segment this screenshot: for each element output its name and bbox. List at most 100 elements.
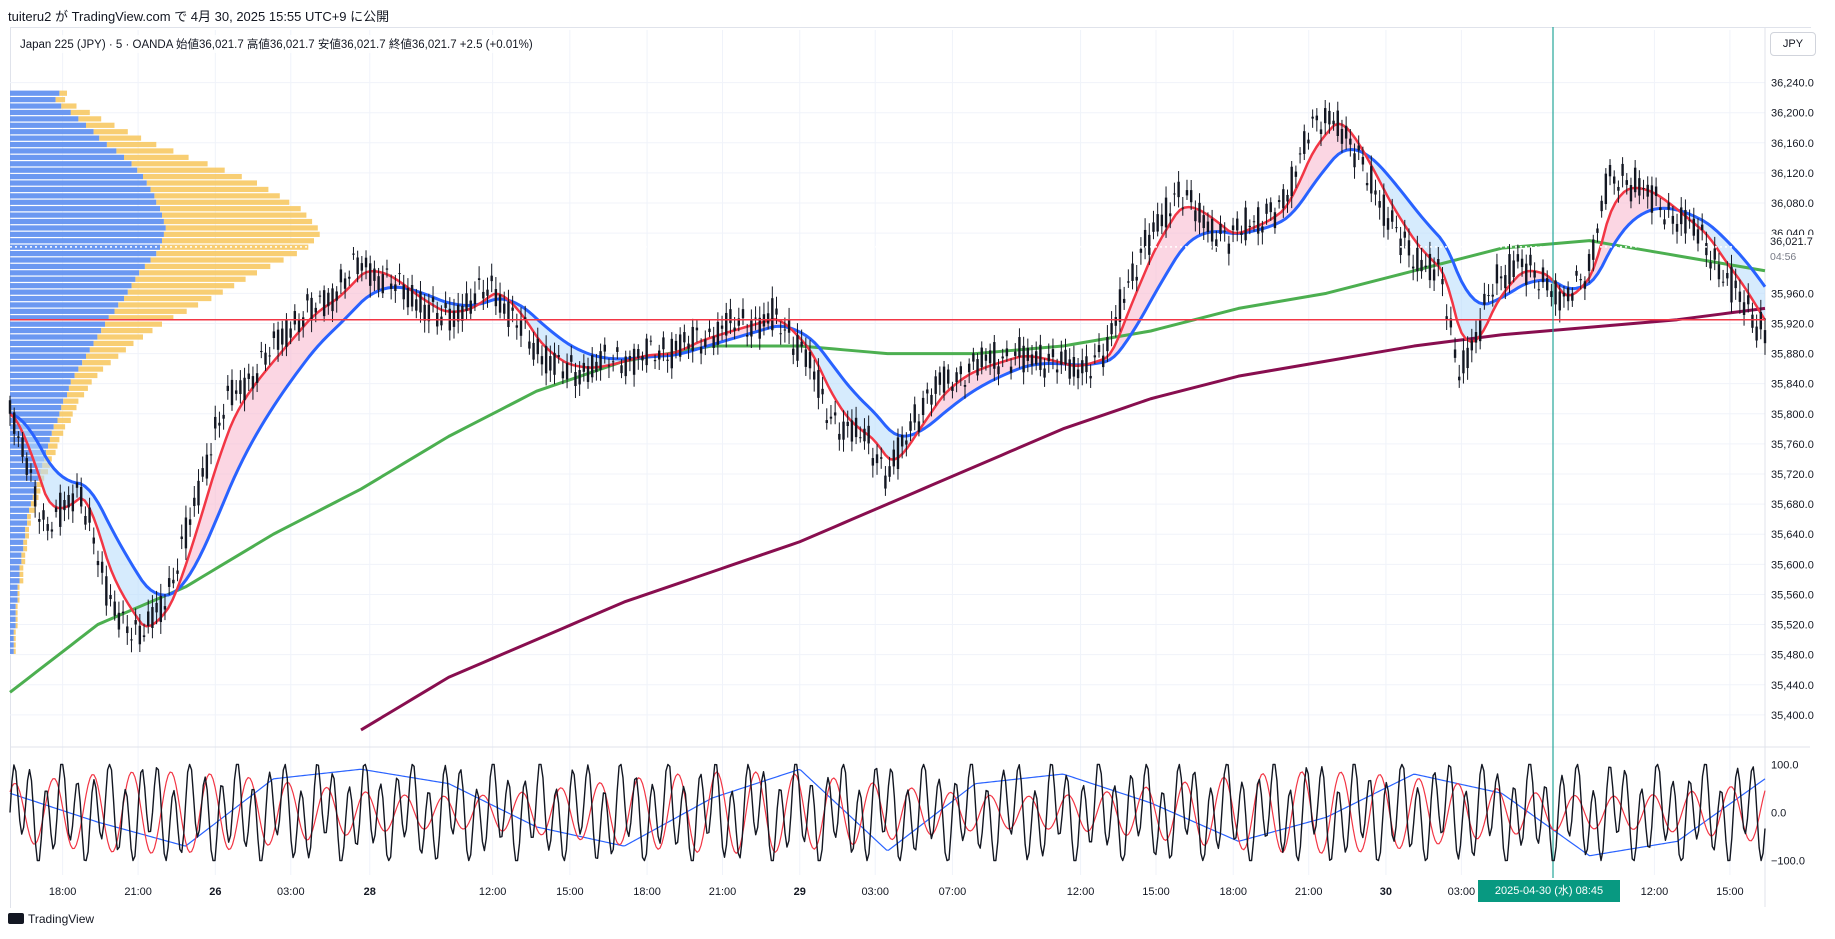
candle-body — [1520, 258, 1524, 268]
time-axis[interactable]: 18:00 21:00 26 03:00 28 12:00 15:00 18:00 21:00 2… — [49, 886, 1744, 898]
vp-up-bar — [114, 308, 187, 314]
symbol-legend[interactable]: Japan 225 (JPY) · 5 · OANDA 始値36,021.7 高… — [17, 35, 536, 53]
candle-body — [38, 519, 41, 522]
price-axis[interactable]: 36,240.0 36,200.0 36,160.0 36,120.0 36,080.0… — [1771, 78, 1814, 722]
vp-down-bar — [10, 347, 90, 353]
candle-body — [829, 416, 833, 419]
candle-body — [1336, 110, 1339, 136]
candle-body — [1110, 323, 1113, 335]
tradingview-brand[interactable]: TradingView — [8, 912, 94, 926]
candle-body — [364, 257, 368, 268]
candle-body — [1298, 153, 1302, 155]
candle-body — [88, 507, 91, 523]
vp-down-bar — [10, 141, 107, 148]
candle-body — [1122, 298, 1126, 303]
candle-body — [1730, 266, 1733, 303]
candle-body — [796, 335, 799, 361]
time-tick-label: 21:00 — [124, 886, 152, 898]
candle-body — [1340, 128, 1344, 144]
stochastic-axis[interactable]: 100.0 0.0 −100.0 — [1771, 759, 1805, 867]
candle-body — [1700, 224, 1704, 230]
candle-body — [105, 576, 108, 606]
vp-down-bar — [10, 148, 117, 154]
candle-body — [1206, 221, 1210, 232]
candle-body — [1194, 210, 1197, 222]
vp-up-bar — [78, 366, 104, 372]
candle-body — [1156, 214, 1159, 232]
vp-down-bar — [10, 225, 166, 231]
vp-down-bar — [10, 206, 161, 212]
candle-body — [1747, 295, 1750, 305]
time-tick-label: 21:00 — [709, 886, 737, 898]
candle-body — [1072, 357, 1076, 377]
vp-down-bar — [10, 385, 69, 391]
candle-body — [1353, 153, 1356, 168]
candle-body — [301, 317, 305, 327]
vp-up-bar — [131, 283, 235, 289]
candle-body — [1219, 223, 1222, 235]
candle-body — [637, 349, 640, 359]
vp-up-bar — [74, 372, 98, 379]
candle-body — [406, 288, 410, 308]
currency-button[interactable]: JPY — [1770, 32, 1816, 56]
ma-very-long-line — [360, 306, 1766, 732]
vp-down-bar — [10, 514, 28, 520]
stoch-tick-label: 100.0 — [1771, 759, 1799, 771]
candle-body — [808, 351, 812, 369]
candle-body — [611, 361, 615, 363]
price-tick-label: 35,440.0 — [1771, 680, 1814, 692]
candle-body — [1261, 226, 1264, 233]
vp-up-bar — [118, 302, 199, 308]
candle-body — [172, 579, 175, 584]
candle-body — [343, 278, 347, 289]
time-tick-label: 03:00 — [861, 886, 889, 898]
candle-body — [473, 293, 477, 305]
candle-body — [50, 529, 54, 532]
candle-body — [519, 318, 523, 336]
vp-up-bar — [15, 623, 18, 629]
publish-info-text: tuiteru2 が TradingView.com で 4月 30, 2025… — [8, 9, 390, 24]
candle-body — [947, 369, 950, 384]
candle-body — [1391, 210, 1394, 222]
candle-body — [54, 507, 58, 512]
vp-up-bar — [23, 539, 28, 545]
candle-body — [1474, 332, 1478, 343]
candle-body — [511, 307, 514, 311]
candle-body — [1411, 266, 1415, 269]
candle-body — [251, 376, 255, 389]
candle-body — [440, 316, 443, 326]
candle-body — [498, 294, 502, 313]
vp-up-bar — [49, 437, 60, 443]
candle-body — [1604, 173, 1608, 205]
candle-body — [1060, 351, 1063, 365]
candle-body — [1290, 166, 1293, 197]
brand-text: TradingView — [28, 912, 95, 926]
candle-body — [226, 385, 230, 391]
vp-up-bar — [34, 488, 41, 494]
price-tick-label: 35,560.0 — [1771, 589, 1814, 601]
candle-body — [456, 304, 460, 322]
candle-body — [1131, 263, 1134, 281]
candle-body — [373, 268, 376, 281]
candle-body — [1428, 253, 1432, 281]
candle-body — [1633, 167, 1637, 193]
vp-down-bar — [10, 642, 14, 648]
time-tick-label: 15:00 — [1716, 886, 1744, 898]
candle-body — [1055, 369, 1059, 373]
vp-down-bar — [10, 616, 16, 622]
candle-body — [1114, 317, 1117, 326]
vp-up-bar — [135, 276, 246, 282]
candle-body — [147, 611, 150, 626]
candle-body — [1102, 355, 1105, 368]
candle-body — [649, 340, 653, 342]
candle-body — [1608, 164, 1612, 177]
vp-down-bar — [10, 417, 58, 424]
vp-down-bar — [10, 97, 56, 103]
candle-body — [850, 420, 854, 442]
candle-body — [1470, 340, 1474, 351]
vp-down-bar — [10, 270, 140, 276]
candle-body — [1671, 215, 1675, 224]
candle-body — [1483, 293, 1486, 305]
candle-body — [708, 328, 711, 333]
